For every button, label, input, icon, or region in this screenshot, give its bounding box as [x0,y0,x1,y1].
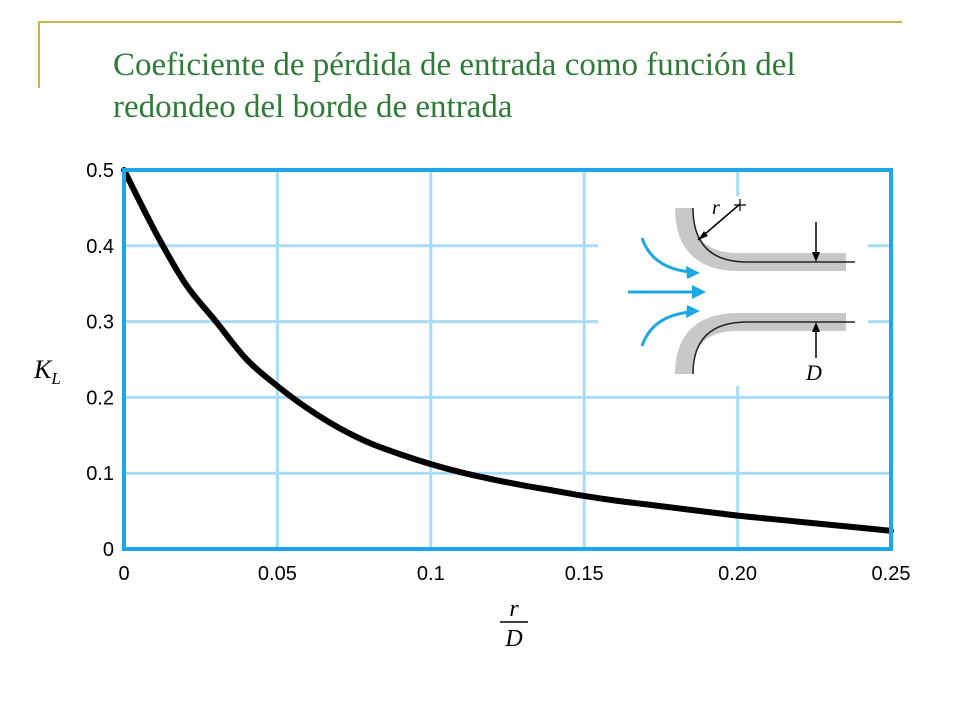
x-tick-label: 0.25 [872,563,911,585]
diameter-label: D [805,360,822,385]
x-axis-label-numerator: r [509,596,519,622]
data-point [338,427,340,429]
radius-arrowhead [698,231,708,240]
diameter-arrowhead-bottom [812,322,820,332]
x-tick-label: 0 [118,563,129,585]
data-point [368,442,371,444]
y-tick-label: 0.1 [86,463,114,485]
data-point [430,463,432,465]
slide-title: Coeficiente de pérdida de entrada como f… [113,44,913,128]
y-tick-label: 0.5 [86,160,114,182]
center-flow-arrowhead [692,285,706,299]
upper-pipe-edge [692,207,855,263]
data-point [552,490,555,492]
data-point [706,511,708,513]
data-point [399,453,401,455]
data-point [859,527,861,529]
data-point [491,478,493,480]
slide-title-line-2: redondeo del borde de entrada [113,89,513,125]
data-point [460,471,463,474]
data-point [829,524,831,526]
upper-flow-arrow [640,237,691,274]
y-tick-label: 0.3 [86,312,114,334]
x-axis-label-denominator: D [504,626,522,652]
lower-pipe-edge [692,321,855,375]
title-accent-rule-vertical [38,21,40,88]
data-point [246,358,248,361]
lower-flow-arrowhead [686,305,700,318]
y-tick-label: 0 [103,539,114,561]
x-tick-label: 0.20 [718,563,757,585]
data-point [583,495,585,497]
data-point [675,507,677,509]
data-point [307,408,309,410]
y-axis-label-subscript: L [50,369,60,388]
data-point [276,385,278,387]
data-point [767,518,769,520]
slide-title-line-1: Coeficiente de pérdida de entrada como f… [113,47,796,83]
upper-flow-arrowhead [686,266,700,279]
y-tick-label: 0.2 [86,387,114,409]
data-point [798,521,800,523]
x-tick-label: 0.15 [565,563,604,585]
radius-label: r [712,197,720,219]
lower-flow-arrow [640,310,691,347]
x-tick-label: 0.05 [258,563,297,585]
plot-frame [122,168,893,551]
data-point [737,515,739,517]
entrance-diagram-inset: r D [598,196,868,386]
data-point [154,230,156,232]
data-point [644,503,647,505]
data-point [522,484,524,486]
data-point [614,499,616,502]
title-accent-rule [38,21,902,23]
tick-labels: 0 0.05 0.1 0.15 0.20 0.25 0 0.1 0.2 0.3 0.4 0.5 [86,160,910,585]
data-point [184,283,186,285]
y-axis-label-main: K [33,355,53,384]
x-tick-label: 0.1 [417,563,445,585]
diameter-arrowhead-top [812,252,820,262]
data-point [215,321,217,323]
y-axis-label: KL [33,355,61,388]
y-tick-label: 0.4 [86,236,114,258]
